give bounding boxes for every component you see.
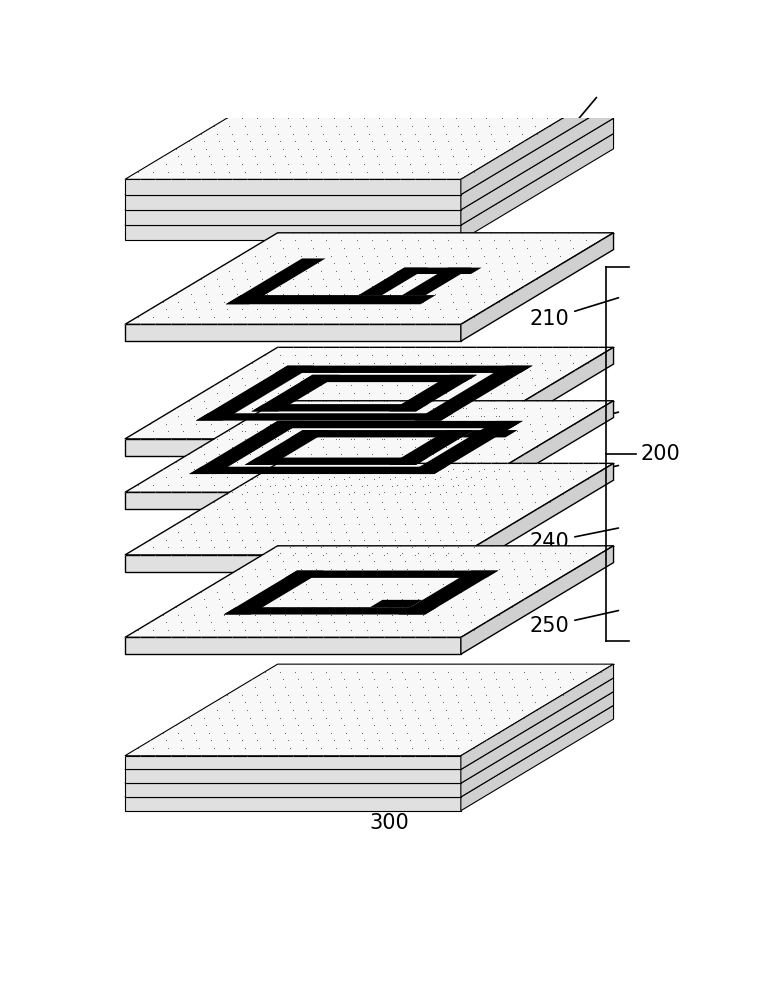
Polygon shape <box>398 571 498 615</box>
Polygon shape <box>189 421 305 474</box>
Polygon shape <box>125 103 614 195</box>
Polygon shape <box>461 463 614 572</box>
Polygon shape <box>461 134 614 240</box>
Text: 200: 200 <box>641 444 680 464</box>
Polygon shape <box>125 783 461 797</box>
Polygon shape <box>461 233 614 341</box>
Text: 222: 222 <box>348 372 424 424</box>
Polygon shape <box>358 268 428 295</box>
Polygon shape <box>125 756 461 769</box>
Text: 252: 252 <box>348 571 394 612</box>
Polygon shape <box>275 366 533 373</box>
Polygon shape <box>125 678 614 769</box>
Polygon shape <box>245 430 330 465</box>
Polygon shape <box>125 225 461 240</box>
Text: 230: 230 <box>530 465 618 491</box>
Polygon shape <box>226 258 325 304</box>
Polygon shape <box>389 375 477 411</box>
Polygon shape <box>189 467 447 474</box>
Polygon shape <box>125 179 461 195</box>
Polygon shape <box>291 430 474 437</box>
Polygon shape <box>125 401 614 492</box>
Text: 300: 300 <box>295 776 409 833</box>
Polygon shape <box>461 103 614 210</box>
Polygon shape <box>125 769 461 783</box>
Polygon shape <box>461 678 614 783</box>
Text: 210: 210 <box>530 298 618 329</box>
Polygon shape <box>461 401 614 509</box>
Polygon shape <box>389 430 474 465</box>
Polygon shape <box>125 637 461 654</box>
Polygon shape <box>125 463 614 555</box>
Polygon shape <box>125 233 614 324</box>
Polygon shape <box>414 366 533 421</box>
Polygon shape <box>461 430 518 437</box>
Polygon shape <box>251 404 428 411</box>
Polygon shape <box>125 492 461 509</box>
Polygon shape <box>125 664 614 756</box>
Polygon shape <box>125 797 461 811</box>
Polygon shape <box>125 705 614 797</box>
Polygon shape <box>125 692 614 783</box>
Polygon shape <box>408 421 523 474</box>
Text: 232: 232 <box>348 425 424 473</box>
Polygon shape <box>461 88 614 195</box>
Polygon shape <box>196 366 315 421</box>
Polygon shape <box>370 600 423 607</box>
Text: 220: 220 <box>530 412 618 440</box>
Polygon shape <box>125 324 461 341</box>
Polygon shape <box>461 664 614 769</box>
Text: 250: 250 <box>530 611 618 636</box>
Polygon shape <box>224 571 324 615</box>
Polygon shape <box>125 195 461 210</box>
Polygon shape <box>125 439 461 456</box>
Polygon shape <box>125 347 614 439</box>
Polygon shape <box>285 571 498 578</box>
Polygon shape <box>125 88 614 179</box>
Polygon shape <box>245 458 428 465</box>
Polygon shape <box>300 375 477 382</box>
Polygon shape <box>394 268 481 274</box>
Polygon shape <box>251 375 339 411</box>
Polygon shape <box>461 546 614 654</box>
Polygon shape <box>226 295 436 304</box>
Polygon shape <box>265 421 523 428</box>
Polygon shape <box>125 210 461 225</box>
Polygon shape <box>402 268 471 295</box>
Polygon shape <box>461 118 614 225</box>
Polygon shape <box>125 134 614 225</box>
Polygon shape <box>125 546 614 637</box>
Polygon shape <box>224 607 438 615</box>
Polygon shape <box>461 347 614 456</box>
Text: 100: 100 <box>514 98 597 182</box>
Polygon shape <box>125 555 461 572</box>
Text: 240: 240 <box>530 528 618 552</box>
Text: 212: 212 <box>356 266 424 312</box>
Polygon shape <box>461 692 614 797</box>
Polygon shape <box>461 705 614 811</box>
Polygon shape <box>196 413 453 421</box>
Polygon shape <box>125 118 614 210</box>
